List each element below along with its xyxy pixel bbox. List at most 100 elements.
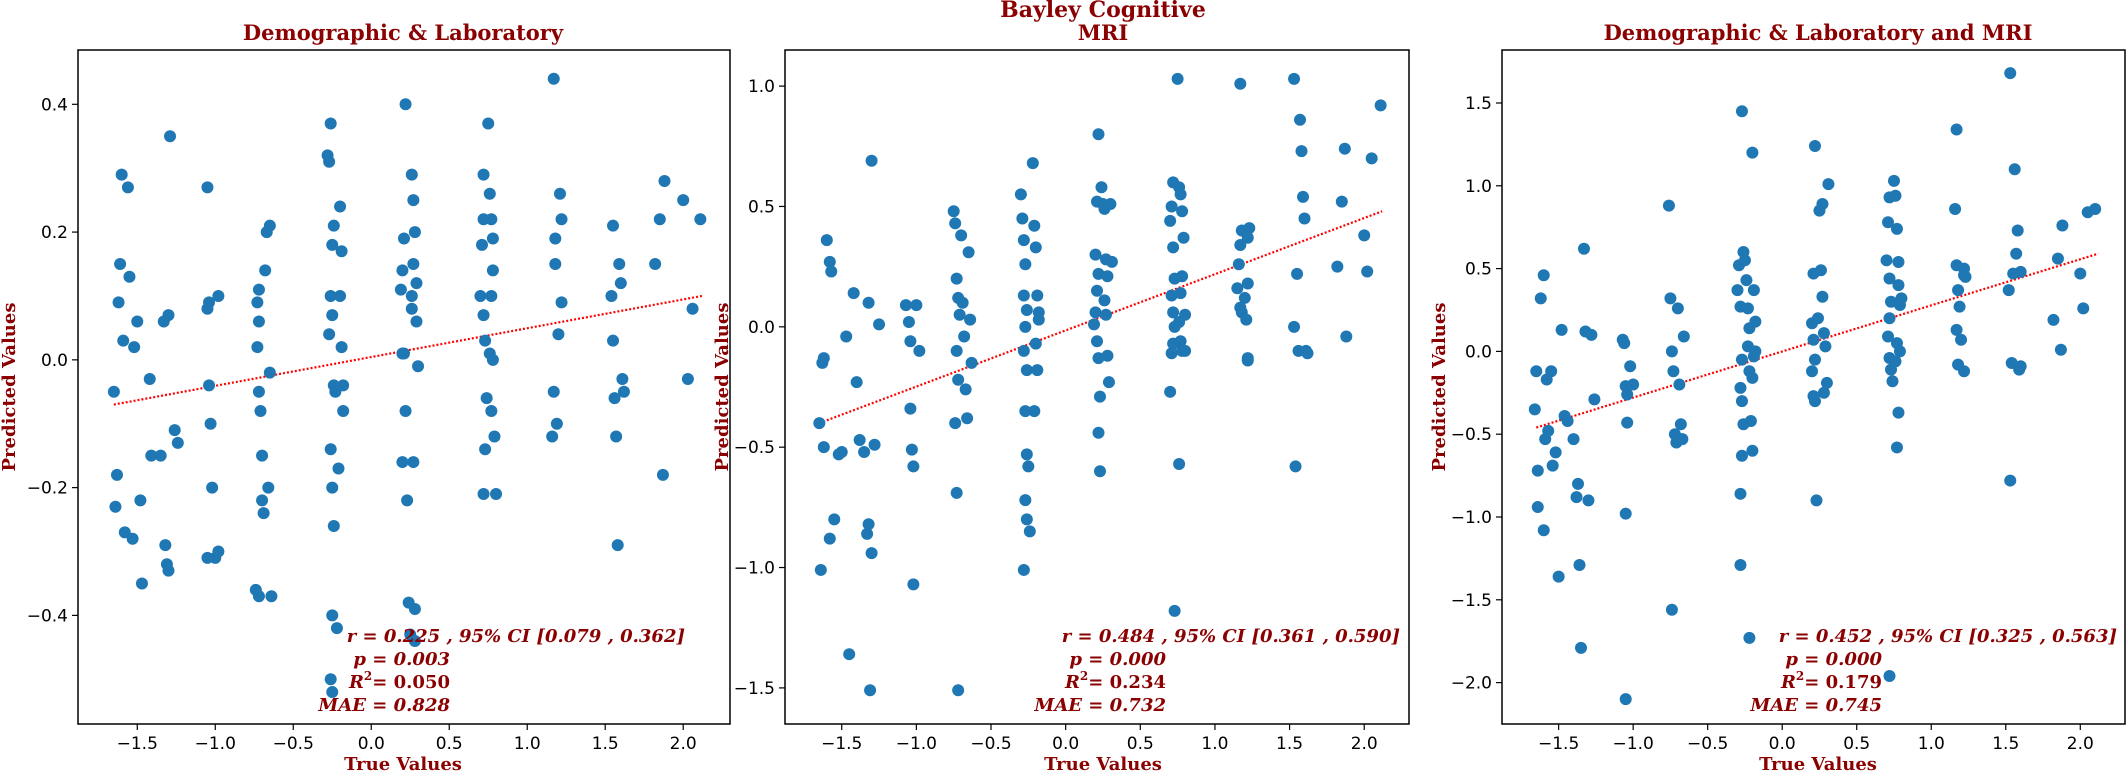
data-point	[1747, 284, 1760, 297]
y-tick-label: 1.5	[1465, 94, 1492, 114]
stats-annotation: r = 0.484 , 95% CI [0.361 , 0.590] p = 0…	[1033, 626, 1400, 716]
data-point	[485, 289, 498, 302]
data-point	[1168, 604, 1181, 617]
data-point	[335, 245, 348, 258]
data-point	[1887, 174, 1900, 187]
data-point	[907, 578, 920, 591]
data-point	[201, 181, 214, 194]
stat-r2: R2= 0.234	[1064, 669, 1166, 693]
data-point	[952, 373, 965, 386]
data-point	[555, 213, 568, 226]
data-point	[1734, 487, 1747, 500]
data-point	[1740, 274, 1753, 287]
x-axis-label: True Values	[344, 754, 462, 773]
data-point	[961, 412, 974, 425]
data-point	[1031, 289, 1044, 302]
y-tick-label: 0.4	[41, 95, 68, 115]
data-point	[1567, 433, 1580, 446]
data-point	[1585, 328, 1598, 341]
data-point	[1243, 222, 1256, 235]
data-point	[1749, 315, 1762, 328]
data-point	[1288, 72, 1301, 85]
data-point	[126, 532, 139, 545]
data-point	[323, 155, 336, 168]
x-axis-ticks: −1.5 −1.0 −0.5 0.0 0.5 1.0 1.5 2.0	[821, 724, 1378, 754]
data-point	[337, 379, 350, 392]
data-point	[1171, 72, 1184, 85]
data-point	[1023, 525, 1036, 538]
stats-annotation: r = 0.452 , 95% CI [0.325 , 0.563] p = 0…	[1749, 626, 2117, 716]
data-point	[1889, 355, 1902, 368]
data-point	[1621, 416, 1634, 429]
stat-r: r = 0.484 , 95% CI [0.361 , 0.590]	[1062, 626, 1400, 647]
data-point	[1950, 323, 1963, 336]
data-point	[1022, 460, 1035, 473]
data-point	[910, 299, 923, 312]
data-point	[820, 234, 833, 247]
data-point	[1890, 441, 1903, 454]
data-point	[1098, 294, 1111, 307]
stat-r2-value: = 0.050	[372, 672, 450, 693]
stat-r: r = 0.452 , 95% CI [0.325 , 0.563]	[1779, 626, 2117, 647]
data-point	[145, 449, 158, 462]
data-point	[1234, 77, 1247, 90]
x-tick-label: −1.5	[821, 734, 862, 754]
data-point	[326, 686, 339, 699]
data-point	[110, 468, 123, 481]
data-point	[1572, 477, 1585, 490]
data-point	[1102, 376, 1115, 389]
y-axis-label: Predicted Values	[1429, 303, 1450, 472]
data-point	[1020, 513, 1033, 526]
data-point	[1746, 371, 1759, 384]
data-point	[128, 341, 141, 354]
data-point	[405, 302, 418, 315]
data-point	[256, 494, 269, 507]
data-point	[658, 174, 671, 187]
data-point	[1017, 289, 1030, 302]
x-tick-label: 2.0	[2067, 734, 2094, 754]
data-point	[486, 232, 499, 245]
data-point	[1231, 282, 1244, 295]
data-point	[1534, 292, 1547, 305]
data-point	[814, 563, 827, 576]
stats-annotation: r = 0.225 , 95% CI [0.079 , 0.362] p = 0…	[317, 626, 685, 716]
data-point	[1895, 292, 1908, 305]
data-point	[1621, 388, 1634, 401]
data-point	[488, 430, 501, 443]
y-tick-label: 1.0	[1465, 177, 1492, 197]
data-point	[907, 460, 920, 473]
data-point	[475, 238, 488, 251]
data-point	[1295, 145, 1308, 158]
data-point	[1561, 414, 1574, 427]
data-point	[555, 296, 568, 309]
data-point	[408, 226, 421, 239]
x-tick-label: 0.5	[1127, 734, 1154, 754]
stat-p: p = 0.003	[353, 649, 450, 670]
data-point	[1358, 229, 1371, 242]
data-point	[840, 330, 853, 343]
data-point	[686, 302, 699, 315]
data-point	[1619, 693, 1632, 706]
data-point	[123, 270, 136, 283]
data-point	[1537, 269, 1550, 282]
data-point	[1029, 337, 1042, 350]
scatter-points	[1528, 67, 2102, 706]
y-axis-label: Predicted Values	[712, 303, 733, 472]
data-point	[607, 334, 620, 347]
data-point	[394, 283, 407, 296]
data-point	[1882, 216, 1895, 229]
data-point	[1665, 345, 1678, 358]
data-point	[259, 264, 272, 277]
data-point	[1667, 365, 1680, 378]
data-point	[1531, 501, 1544, 514]
data-point	[134, 494, 147, 507]
data-point	[607, 219, 620, 232]
x-tick-label: −1.0	[896, 734, 937, 754]
data-point	[1627, 378, 1640, 391]
data-point	[1555, 323, 1568, 336]
data-point	[252, 590, 265, 603]
data-point	[326, 481, 339, 494]
data-point	[828, 513, 841, 526]
data-point	[1806, 365, 1819, 378]
